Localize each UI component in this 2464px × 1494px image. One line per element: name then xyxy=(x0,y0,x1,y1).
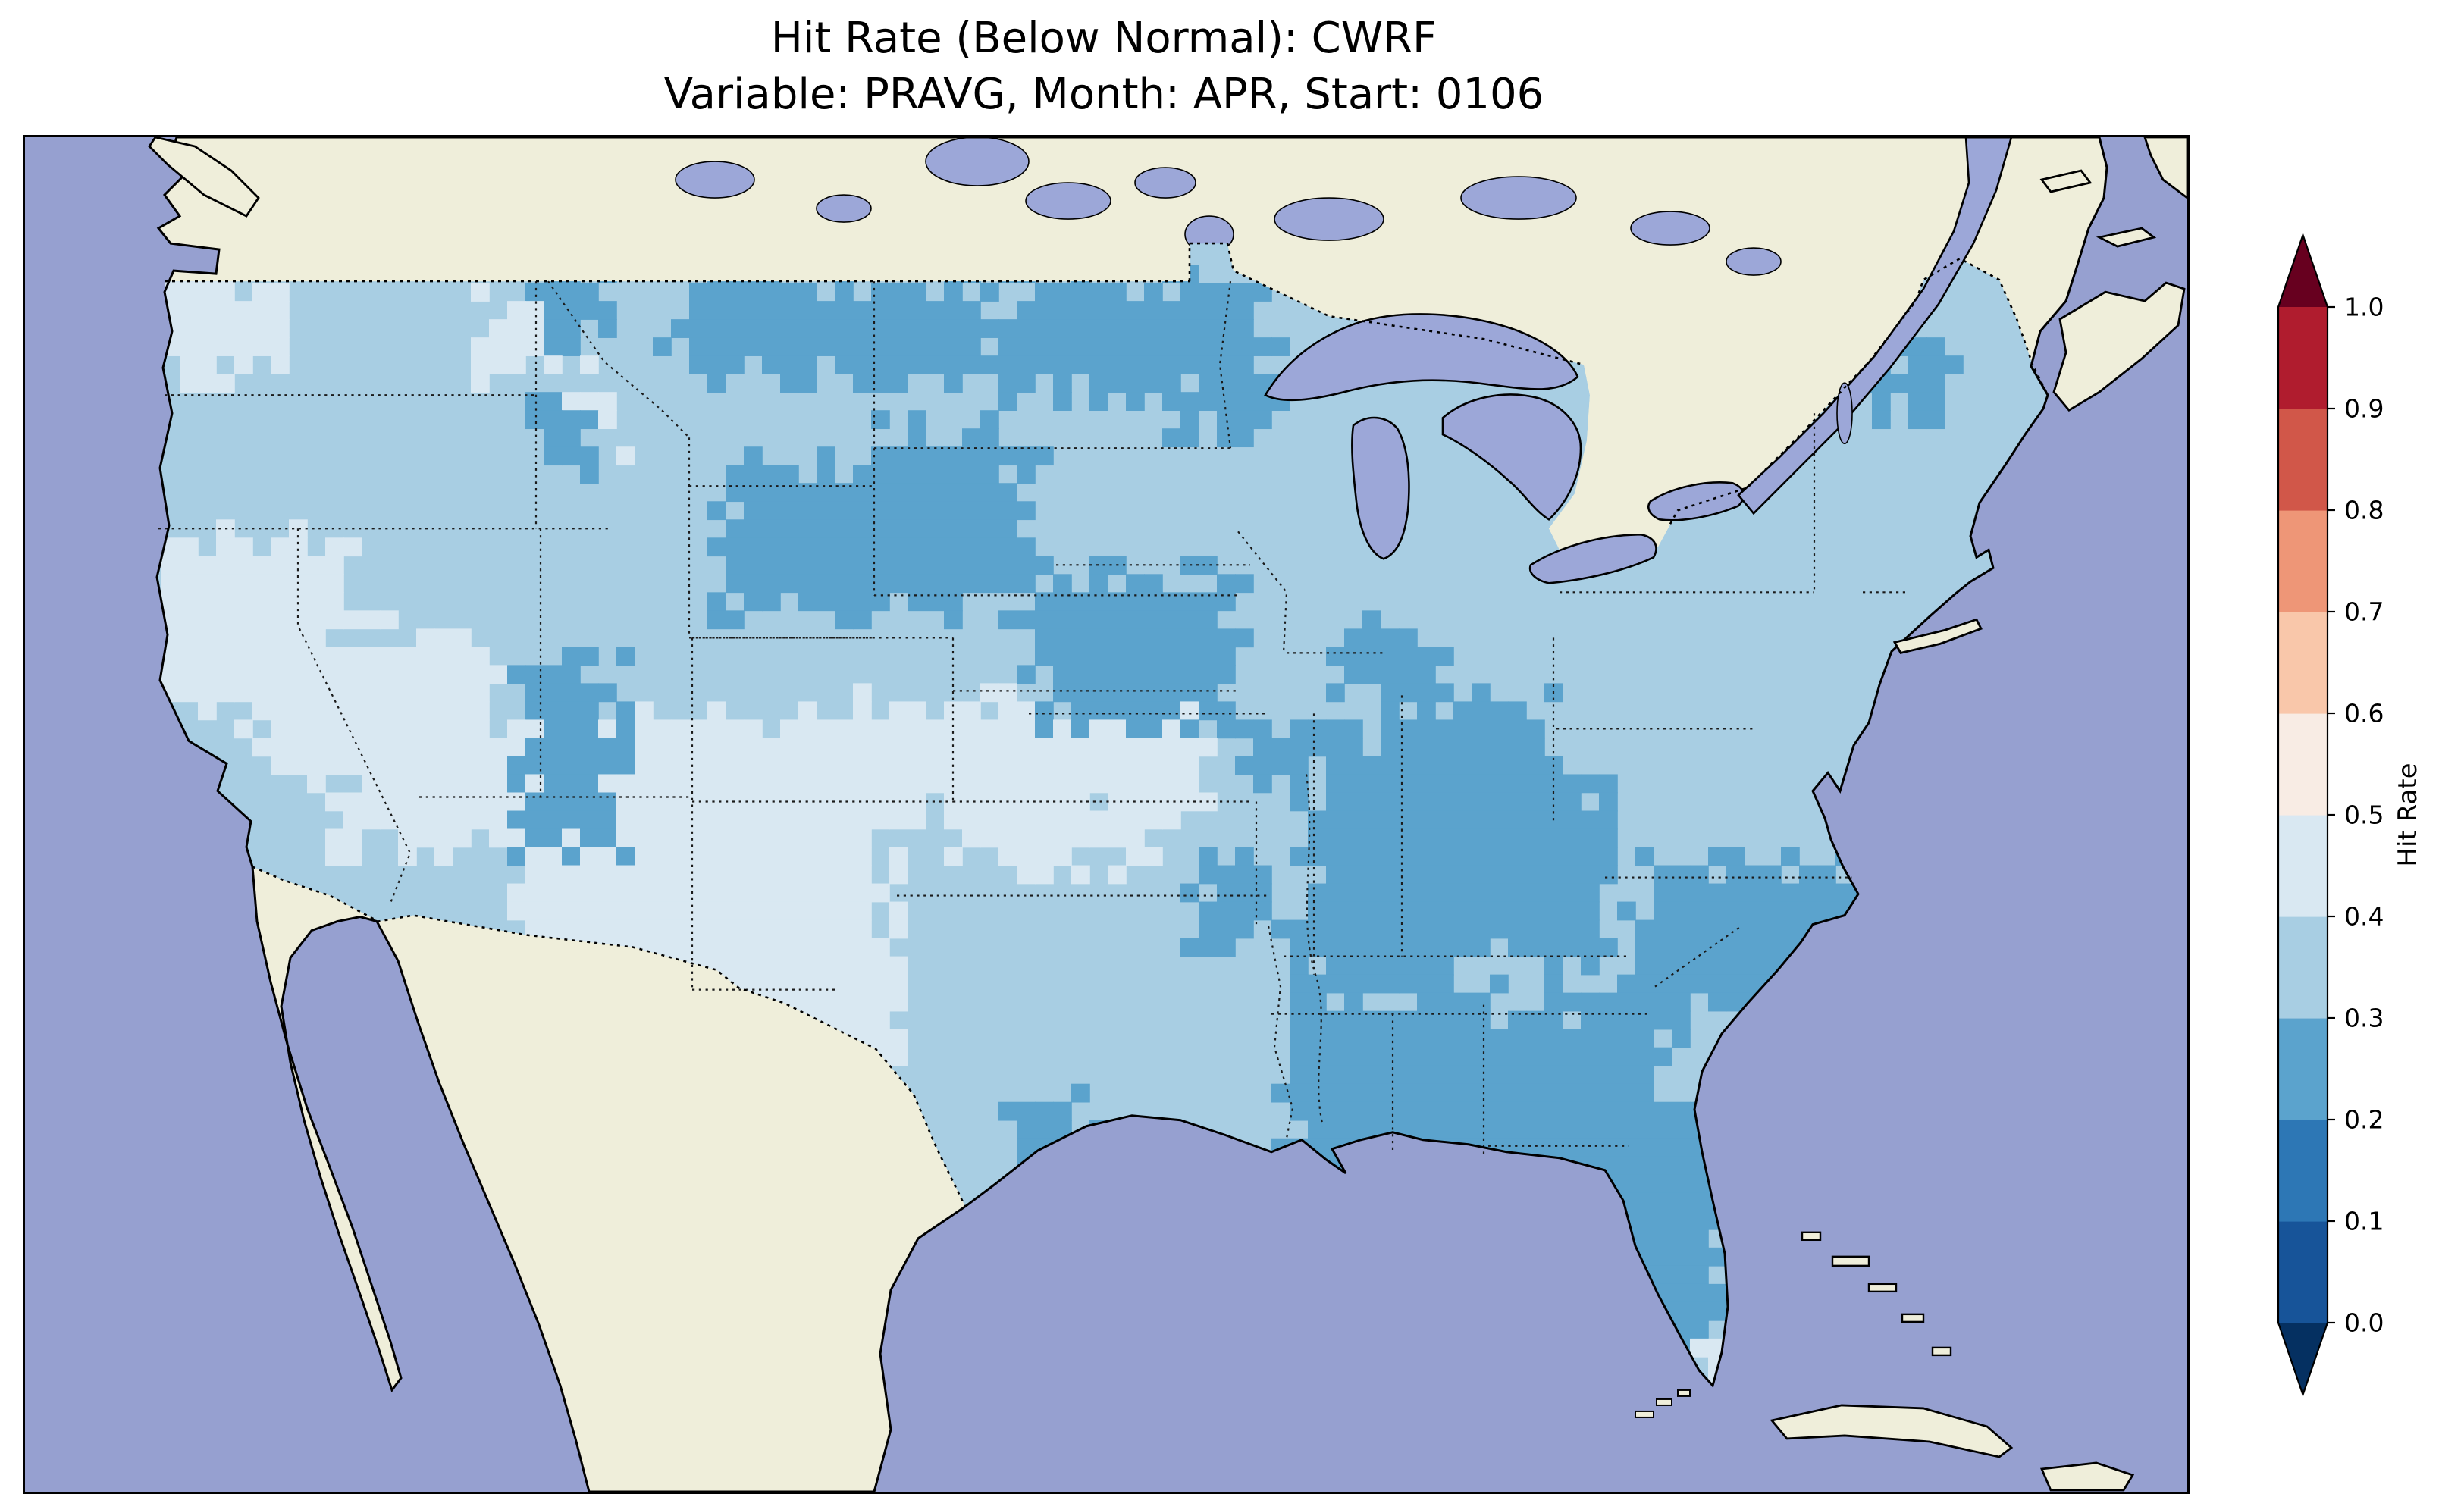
state-border xyxy=(296,528,412,904)
colorbar-tick-label: 0.2 xyxy=(2344,1105,2384,1135)
colorbar-segment xyxy=(2278,612,2328,714)
canada-lake xyxy=(1134,167,1196,199)
colorbar-segment xyxy=(2278,510,2328,612)
canada-lake xyxy=(1726,247,1782,276)
canada-lake xyxy=(925,137,1030,186)
bahamas-island xyxy=(1867,1283,1898,1293)
colorbar-tick-label: 0.6 xyxy=(2344,699,2384,728)
bahamas-island xyxy=(1831,1255,1870,1267)
colorbar-over-arrow xyxy=(2278,235,2328,307)
colorbar-tick-label: 0.4 xyxy=(2344,902,2384,932)
hit-rate-grid xyxy=(157,243,2048,1386)
canada-lake xyxy=(816,194,872,223)
state-border xyxy=(547,280,690,438)
state-border xyxy=(1267,926,1294,1139)
anticosti-island xyxy=(2039,169,2093,193)
lake-michigan xyxy=(1351,416,1410,560)
lake-huron xyxy=(1441,393,1582,521)
colorbar-tick-label: 0.7 xyxy=(2344,597,2384,627)
lake-erie xyxy=(1528,533,1657,584)
bahamas-island xyxy=(1801,1231,1822,1242)
lake-ontario xyxy=(1647,481,1745,521)
canada-lake xyxy=(675,161,755,199)
newfoundland xyxy=(2143,137,2187,199)
nova-scotia xyxy=(2052,281,2186,412)
lake-champlain xyxy=(1836,382,1853,445)
colorbar-segment xyxy=(2278,409,2328,511)
state-border xyxy=(1654,925,1742,988)
title-line1: Hit Rate (Below Normal): CWRF xyxy=(770,14,1437,63)
colorbar-segment xyxy=(2278,1120,2328,1222)
map-canvas xyxy=(25,137,2187,1492)
bahamas-island xyxy=(1931,1346,1952,1357)
title-line2: Variable: PRAVG, Month: APR, Start: 0106 xyxy=(663,70,1544,119)
bahamas-island xyxy=(1901,1313,1925,1323)
canada-lake xyxy=(1460,176,1577,220)
florida-keys xyxy=(1656,1398,1672,1406)
florida-keys xyxy=(1635,1410,1654,1418)
coastline xyxy=(155,137,2108,1492)
colorbar-tick-label: 0.9 xyxy=(2344,394,2384,424)
colorbar-segment xyxy=(2278,1018,2328,1120)
hispaniola xyxy=(2039,1461,2135,1492)
canada-lake xyxy=(1025,182,1111,220)
canada-lake xyxy=(1630,211,1710,246)
state-border xyxy=(1218,280,1232,449)
colorbar-tick-label: 0.8 xyxy=(2344,496,2384,525)
colorbar-axis-label: Hit Rate xyxy=(2393,763,2423,866)
colorbar-segment xyxy=(2278,713,2328,816)
colorbar-tick-label: 0.0 xyxy=(2344,1308,2384,1338)
colorbar-segment xyxy=(2278,815,2328,917)
colorbar: 1.0 0.9 0.8 0.7 0.6 0.5 0.4 0.3 0.2 0.1 0.0 Hit Rat… xyxy=(2256,227,2460,1440)
colorbar-tick-label: 1.0 xyxy=(2344,293,2384,322)
canada-lake xyxy=(1274,197,1384,241)
long-island xyxy=(1892,618,1983,654)
colorbar-canvas: 1.0 0.9 0.8 0.7 0.6 0.5 0.4 0.3 0.2 0.1 0.0 Hit Rat… xyxy=(2277,232,2423,1398)
colorbar-tick-label: 0.3 xyxy=(2344,1004,2384,1033)
prince-edward-island xyxy=(2096,227,2157,248)
us-mexico-border xyxy=(252,866,967,1207)
lake-superior xyxy=(1264,313,1579,402)
colorbar-under-arrow xyxy=(2278,1323,2328,1395)
st-lawrence-river xyxy=(1737,137,2013,515)
figure-title: Hit Rate (Below Normal): CWRF Variable: … xyxy=(23,11,2185,123)
colorbar-tick-label: 0.5 xyxy=(2344,800,2384,830)
vancouver-island xyxy=(148,137,260,218)
colorbar-segment xyxy=(2278,916,2328,1019)
us-hit-rate-map-panel xyxy=(23,135,2190,1494)
cuba xyxy=(1770,1404,2014,1458)
florida-keys xyxy=(1677,1389,1691,1397)
colorbar-tick-label: 0.1 xyxy=(2344,1207,2384,1236)
colorbar-segment xyxy=(2278,1221,2328,1323)
colorbar-segment xyxy=(2278,307,2328,409)
